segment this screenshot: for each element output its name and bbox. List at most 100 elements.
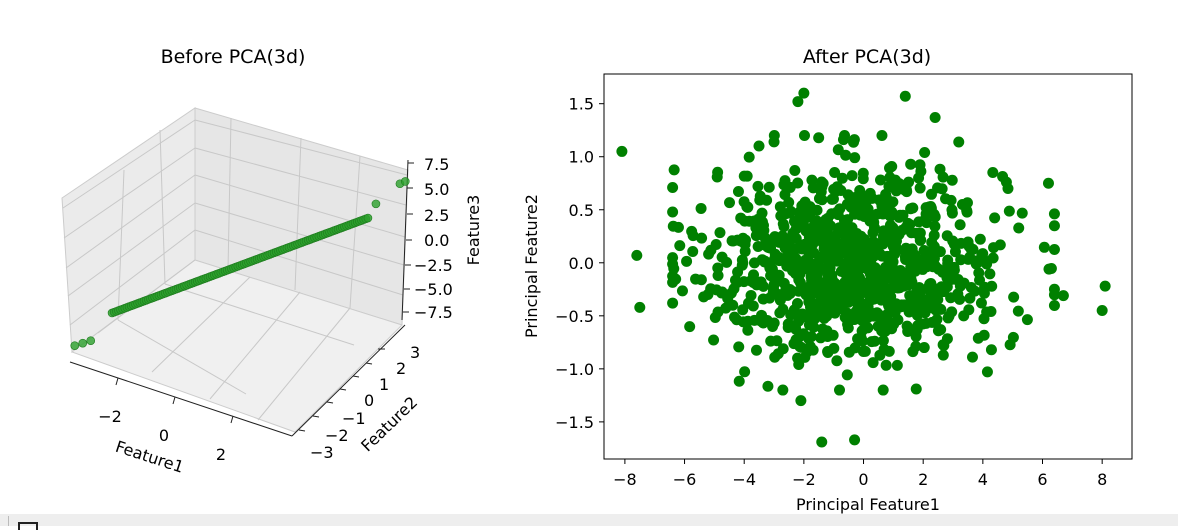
scatter-point bbox=[887, 196, 899, 208]
scatter-point bbox=[741, 170, 753, 182]
scatter-point bbox=[787, 227, 799, 239]
scatter-point bbox=[820, 214, 832, 226]
feature2-tick: 0 bbox=[364, 391, 374, 410]
scatter-point bbox=[962, 253, 974, 265]
scatter-point bbox=[798, 87, 810, 99]
scatter-point bbox=[728, 283, 740, 295]
scatter-point bbox=[733, 341, 745, 353]
scatter-point bbox=[880, 359, 892, 371]
scatter-point bbox=[887, 317, 899, 329]
scatter-point bbox=[854, 184, 866, 196]
scatter3d-point bbox=[371, 199, 381, 209]
scatter-point bbox=[769, 351, 781, 363]
axis-feature2 bbox=[291, 324, 406, 437]
scatter-point bbox=[828, 244, 840, 256]
scatter-point bbox=[1021, 314, 1033, 326]
scatter-point bbox=[907, 202, 919, 214]
scatter-point bbox=[937, 339, 949, 351]
scatter-point bbox=[739, 366, 751, 378]
scatter-point bbox=[975, 297, 987, 309]
scatter-point bbox=[866, 192, 878, 204]
scatter-point bbox=[742, 315, 754, 327]
scatter-point bbox=[777, 343, 789, 355]
scatter-point bbox=[634, 301, 646, 313]
scatter-point bbox=[742, 324, 754, 336]
scatter-point bbox=[749, 215, 761, 227]
scatter-point bbox=[821, 325, 833, 337]
scatter-point bbox=[981, 306, 993, 318]
scatter-point bbox=[868, 246, 880, 258]
scatter-point bbox=[714, 227, 726, 239]
scatter-point bbox=[832, 209, 844, 221]
scatter-point bbox=[839, 284, 851, 296]
scatter-point bbox=[883, 345, 895, 357]
scatter-point bbox=[782, 244, 794, 256]
toolbar-divider bbox=[8, 516, 9, 526]
scatter-point bbox=[839, 311, 851, 323]
scatter-point bbox=[736, 254, 748, 266]
scatter-point bbox=[1038, 241, 1050, 253]
feature3-label: Feature3 bbox=[464, 195, 483, 266]
axis-feature1 bbox=[69, 361, 293, 437]
feature2-tick: 3 bbox=[410, 343, 420, 362]
scatter-point bbox=[905, 158, 917, 170]
scatter-point bbox=[841, 240, 853, 252]
scatter-point bbox=[913, 172, 925, 184]
scatter-point bbox=[667, 297, 679, 309]
scatter-point bbox=[946, 174, 958, 186]
scatter-point bbox=[900, 242, 912, 254]
scatter-point bbox=[932, 325, 944, 337]
chart-2d: After PCA(3d) −8 −6 −4 −2 0 2 4 6 8 1.5 1.0 0.5 0.0… bbox=[522, 46, 1133, 514]
chart-3d-title: Before PCA(3d) bbox=[161, 46, 306, 68]
scatter-point bbox=[667, 270, 679, 282]
scatter-point bbox=[841, 369, 853, 381]
scatter-point bbox=[848, 134, 860, 146]
scatter-point bbox=[790, 334, 802, 346]
scatter-point bbox=[918, 342, 930, 354]
window-icon[interactable] bbox=[18, 522, 38, 530]
scatter-point bbox=[783, 196, 795, 208]
scatter-point bbox=[752, 180, 764, 192]
scatter-point bbox=[929, 220, 941, 232]
scatter-point bbox=[768, 136, 780, 148]
scatter-point bbox=[905, 261, 917, 273]
scatter-point bbox=[1048, 243, 1060, 255]
scatter-point bbox=[696, 232, 708, 244]
scatter-point bbox=[855, 332, 867, 344]
scatter-point bbox=[774, 201, 786, 213]
scatter-point bbox=[753, 140, 765, 152]
feature2-tick: 2 bbox=[396, 359, 406, 378]
scatter-point bbox=[820, 223, 832, 235]
scatter-point bbox=[805, 331, 817, 343]
scatter-point bbox=[967, 243, 979, 255]
feature2-tick: −3 bbox=[310, 443, 334, 462]
plot-area-frame bbox=[603, 73, 1133, 460]
scatter-point bbox=[909, 249, 921, 261]
scatter-point bbox=[738, 196, 750, 208]
scatter-point bbox=[874, 174, 886, 186]
scatter-point bbox=[1043, 263, 1055, 275]
scatter-point bbox=[907, 346, 919, 358]
x-axis-label: Principal Feature1 bbox=[796, 495, 940, 514]
scatter-point bbox=[804, 242, 816, 254]
scatter-point bbox=[758, 224, 770, 236]
feature1-tick: 0 bbox=[159, 426, 169, 445]
feature3-tick: 2.5 bbox=[424, 206, 449, 225]
y-ticks: 1.5 1.0 0.5 0.0 −0.5 −1.0 −1.5 bbox=[555, 95, 604, 432]
scatter-point bbox=[805, 290, 817, 302]
scatter-point bbox=[988, 242, 1000, 254]
scatter-point bbox=[836, 172, 848, 184]
scatter-point bbox=[1099, 280, 1111, 292]
scatter-point bbox=[918, 245, 930, 257]
scatter-point bbox=[1057, 290, 1069, 302]
scatter-point bbox=[914, 159, 926, 171]
scatter-point bbox=[765, 335, 777, 347]
y-tick-label: 1.5 bbox=[569, 95, 594, 114]
scatter-point bbox=[831, 355, 843, 367]
scatter-point bbox=[930, 316, 942, 328]
scatter-point bbox=[849, 434, 861, 446]
feature2-tick: 1 bbox=[379, 375, 389, 394]
scatter-point bbox=[793, 285, 805, 297]
scatter-point bbox=[775, 232, 787, 244]
scatter-point bbox=[829, 300, 841, 312]
